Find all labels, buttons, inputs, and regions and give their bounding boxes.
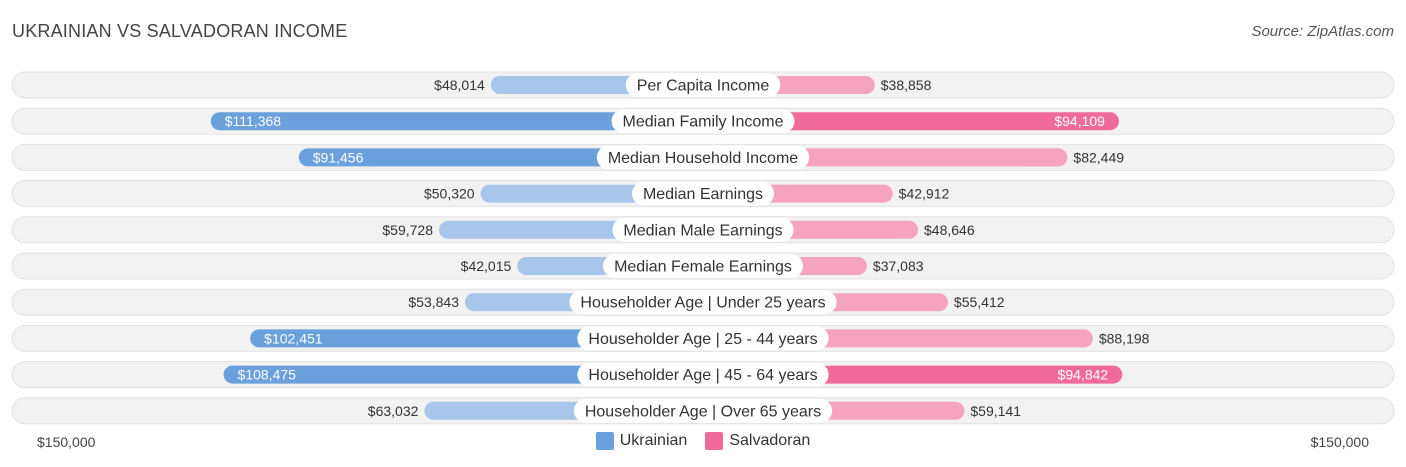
category-label-background — [631, 181, 775, 206]
value-label-salvadoran: $94,842 — [1058, 367, 1109, 383]
value-label-salvadoran: $38,858 — [881, 77, 932, 93]
bar-ukrainian[interactable] — [210, 112, 704, 131]
axis-right-label: $150,000 — [1310, 434, 1369, 450]
category-label: Median Household Income — [608, 150, 798, 167]
category-label-background — [573, 398, 833, 423]
value-label-salvadoran: $55,412 — [954, 294, 1005, 310]
value-label-salvadoran: $48,646 — [924, 222, 975, 238]
category-label-background — [596, 145, 810, 170]
category-label: Median Male Earnings — [623, 222, 782, 239]
legend-label-ukrainian: Ukrainian — [619, 432, 688, 449]
value-label-salvadoran: $42,912 — [899, 186, 950, 202]
category-label: Median Female Earnings — [614, 259, 792, 276]
value-label-ukrainian: $102,451 — [264, 330, 323, 346]
category-label: Householder Age | Over 65 years — [585, 403, 821, 420]
value-label-ukrainian: $111,368 — [225, 113, 282, 129]
bar-salvadoran[interactable] — [703, 112, 1119, 131]
category-label: Per Capita Income — [637, 78, 770, 95]
category-label-background — [603, 254, 803, 278]
legend-swatch-ukrainian — [595, 432, 614, 450]
category-label-background — [612, 217, 794, 242]
legend-item-ukrainian[interactable]: Ukrainian — [595, 432, 688, 450]
value-label-ukrainian: $53,843 — [408, 294, 459, 310]
source-label: Source: ZipAtlas.com — [1251, 23, 1394, 40]
value-label-ukrainian: $59,728 — [382, 222, 433, 238]
value-label-ukrainian: $50,320 — [424, 186, 475, 202]
category-label: Householder Age | 45 - 64 years — [588, 367, 817, 384]
category-label: Householder Age | 25 - 44 years — [588, 331, 817, 348]
legend-label-salvadoran: Salvadoran — [729, 432, 811, 449]
value-label-ukrainian: $108,475 — [238, 367, 297, 383]
axis-left-label: $150,000 — [37, 434, 96, 450]
value-label-salvadoran: $94,109 — [1054, 113, 1105, 129]
category-label: Median Earnings — [643, 186, 763, 203]
category-label-background — [611, 109, 795, 134]
category-label: Median Family Income — [623, 114, 784, 131]
legend-swatch-salvadoran — [705, 432, 724, 450]
value-label-ukrainian: $63,032 — [368, 403, 419, 419]
value-label-ukrainian: $42,015 — [461, 258, 512, 274]
category-label-background — [577, 362, 829, 387]
legend-item-salvadoran[interactable]: Salvadoran — [705, 432, 810, 450]
value-label-salvadoran: $59,141 — [970, 403, 1021, 419]
value-label-salvadoran: $88,198 — [1099, 330, 1150, 346]
category-label-background — [625, 73, 781, 97]
legend: Ukrainian Salvadoran — [0, 432, 1406, 450]
category-label-background — [569, 290, 837, 315]
bar-chart: $48,014 $38,858 Per Capita Income $111,368 $… — [11, 71, 1395, 425]
category-label: Householder Age | Under 25 years — [580, 295, 825, 312]
chart-title: UKRAINIAN VS SALVADORAN INCOME — [12, 21, 348, 41]
value-label-ukrainian: $48,014 — [434, 77, 485, 93]
category-label-background — [577, 326, 829, 351]
value-label-ukrainian: $91,456 — [313, 149, 364, 165]
value-label-salvadoran: $37,083 — [873, 258, 924, 274]
value-label-salvadoran: $82,449 — [1073, 149, 1124, 165]
